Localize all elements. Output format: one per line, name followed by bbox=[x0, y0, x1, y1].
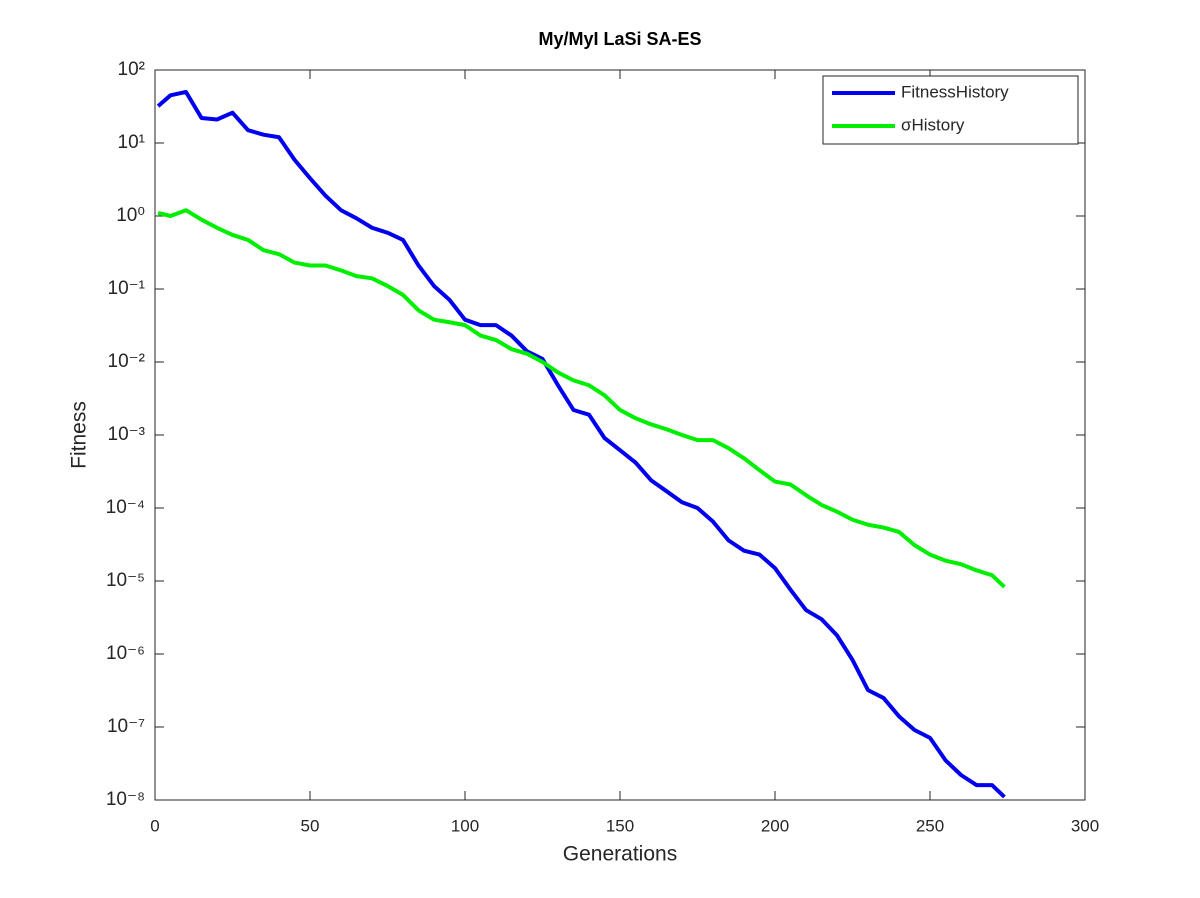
legend-box bbox=[822, 75, 1079, 145]
x-axis-label: Generations bbox=[563, 843, 677, 866]
data-line bbox=[156, 89, 1006, 799]
x-tick-label: 300 bbox=[1071, 816, 1099, 835]
x-tick-label: 0 bbox=[150, 816, 159, 835]
chart-title: My/MyI LaSi SA-ES bbox=[538, 29, 701, 49]
y-tick-label: 10⁻⁸ bbox=[106, 789, 145, 810]
y-tick-label: 10¹ bbox=[118, 132, 145, 153]
y-tick-label: 10⁻² bbox=[108, 351, 146, 372]
data-line bbox=[157, 208, 1006, 589]
x-tick-label: 100 bbox=[451, 816, 479, 835]
y-axis-label: Fitness bbox=[68, 401, 91, 469]
x-tick-label: 200 bbox=[761, 816, 789, 835]
y-tick-label: 10⁻⁶ bbox=[106, 643, 145, 664]
x-tick-label: 150 bbox=[606, 816, 634, 835]
y-tick-label: 10² bbox=[118, 59, 145, 80]
legend-label: σHistory bbox=[901, 115, 965, 134]
x-tick-label: 250 bbox=[916, 816, 944, 835]
legend-label: FitnessHistory bbox=[901, 82, 1009, 101]
x-tick-label: 50 bbox=[301, 816, 320, 835]
y-tick-label: 10⁻¹ bbox=[108, 278, 146, 299]
y-tick-label: 10⁻³ bbox=[108, 424, 146, 445]
y-tick-label: 10⁰ bbox=[116, 205, 145, 226]
plot-area bbox=[154, 69, 1086, 801]
y-tick-label: 10⁻⁷ bbox=[107, 716, 145, 737]
y-tick-label: 10⁻⁴ bbox=[106, 497, 145, 518]
y-tick-label: 10⁻⁵ bbox=[106, 570, 145, 591]
